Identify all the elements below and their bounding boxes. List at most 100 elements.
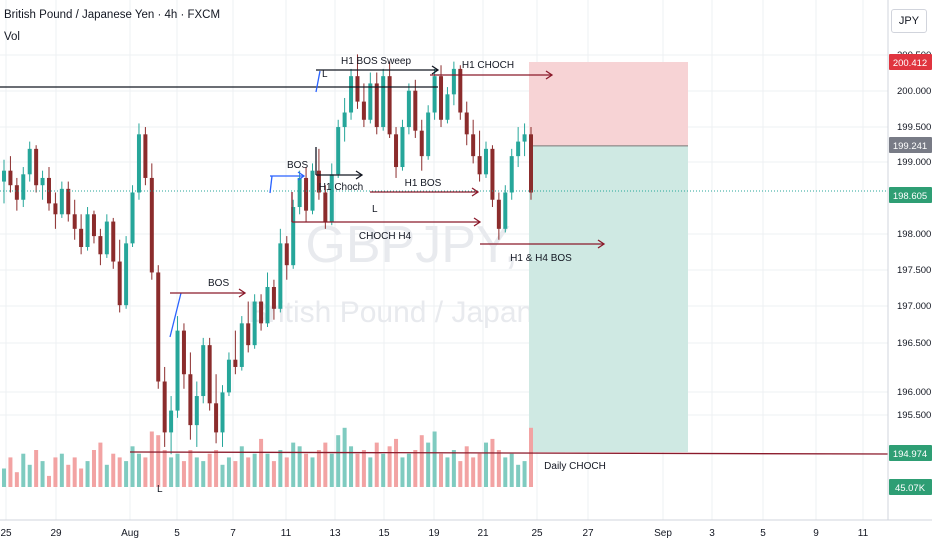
volume-bar bbox=[310, 457, 315, 487]
volume-bar bbox=[85, 461, 90, 487]
volume-bar bbox=[207, 453, 212, 487]
candle-body bbox=[413, 90, 418, 131]
price-axis-tick: 200.000 bbox=[897, 86, 931, 97]
candle-body bbox=[323, 192, 328, 222]
volume-bar bbox=[252, 453, 257, 487]
candle-body bbox=[201, 345, 206, 397]
volume-bar bbox=[484, 442, 489, 487]
candle-body bbox=[239, 323, 244, 367]
time-axis-tick: 29 bbox=[50, 528, 62, 539]
price-label-take-profit-bg bbox=[889, 445, 932, 461]
candle-body bbox=[349, 76, 354, 113]
volume-bar bbox=[149, 431, 154, 487]
price-axis-tick: 199.500 bbox=[897, 122, 931, 133]
candle-body bbox=[304, 177, 309, 211]
bos-low-line-arrowhead bbox=[238, 288, 247, 298]
label-choch-h4: CHOCH H4 bbox=[359, 231, 412, 242]
volume-bar bbox=[458, 461, 463, 487]
currency-selector[interactable]: JPY bbox=[891, 9, 927, 33]
volume-bar bbox=[336, 435, 341, 487]
candle-body bbox=[14, 185, 19, 200]
candle-body bbox=[522, 134, 527, 142]
candle-body bbox=[387, 76, 392, 135]
volume-bar bbox=[181, 461, 186, 487]
time-axis-tick: 25 bbox=[531, 528, 543, 539]
bos-mid-leg bbox=[269, 175, 273, 194]
volume-bar bbox=[329, 453, 334, 487]
candle-body bbox=[175, 330, 180, 411]
label-h1-bos-sweep: H1 BOS Sweep bbox=[341, 56, 411, 67]
time-axis-tick: 11 bbox=[281, 528, 292, 539]
volume-bar bbox=[419, 435, 424, 487]
price-label-take-profit: 194.974 bbox=[893, 449, 927, 460]
volume-bar bbox=[233, 461, 238, 487]
volume-bar bbox=[79, 468, 84, 487]
candle-body bbox=[59, 188, 64, 215]
label-bos-low: BOS bbox=[208, 278, 229, 289]
volume-bar bbox=[246, 457, 251, 487]
volume-bar bbox=[426, 442, 431, 487]
candle-body bbox=[111, 221, 116, 262]
volume-bar bbox=[220, 464, 225, 487]
volume-label: 45.07K bbox=[895, 483, 926, 494]
price-label-current-bg bbox=[889, 187, 932, 203]
candle-body bbox=[503, 192, 508, 229]
volume-bar bbox=[304, 453, 309, 487]
candle-body bbox=[329, 174, 334, 222]
candle-body bbox=[226, 359, 231, 393]
candle-body bbox=[66, 188, 71, 215]
candle-body bbox=[471, 134, 476, 157]
candle-body bbox=[53, 203, 58, 215]
candle-body bbox=[400, 127, 405, 168]
volume-bar bbox=[342, 427, 347, 487]
time-axis-tick: 25 bbox=[0, 528, 12, 539]
volume-bar bbox=[432, 431, 437, 487]
candle-body bbox=[464, 112, 469, 135]
bos-mid-line-arrowhead bbox=[297, 171, 306, 181]
candle-body bbox=[98, 236, 103, 255]
volume-bar bbox=[117, 457, 122, 487]
candle-body bbox=[72, 214, 77, 229]
daily-choch-line bbox=[129, 451, 889, 455]
candle-body bbox=[406, 90, 411, 128]
time-axis-tick: 5 bbox=[174, 528, 180, 539]
volume-bar bbox=[66, 464, 71, 487]
volume-bar bbox=[516, 464, 521, 487]
candle-body bbox=[259, 301, 264, 324]
candle-body bbox=[291, 207, 296, 266]
candle-body bbox=[40, 177, 45, 186]
candle-body bbox=[149, 177, 154, 273]
volume-bar bbox=[361, 450, 366, 487]
volume-bar bbox=[53, 457, 58, 487]
h1-choch-low-line-arrowhead bbox=[355, 170, 364, 180]
volume-bar bbox=[496, 450, 501, 487]
candle-body bbox=[220, 392, 225, 433]
candle-body bbox=[117, 261, 122, 306]
bos-low-leg bbox=[169, 292, 182, 338]
time-axis-bg bbox=[0, 520, 932, 550]
volume-bar bbox=[387, 446, 392, 487]
candle-body bbox=[27, 148, 32, 175]
h1-bos-line-arrowhead bbox=[471, 187, 480, 197]
candle-body bbox=[361, 101, 366, 120]
price-axis-tick: 199.000 bbox=[897, 157, 931, 168]
volume-bar bbox=[406, 453, 411, 487]
candle-body bbox=[188, 374, 193, 426]
time-axis-tick: 27 bbox=[582, 528, 594, 539]
volume-indicator-label: Vol bbox=[4, 31, 20, 43]
time-axis-tick: Aug bbox=[121, 528, 139, 539]
volume-bar bbox=[59, 453, 64, 487]
volume-bar bbox=[8, 457, 13, 487]
volume-bar bbox=[503, 457, 508, 487]
candle-body bbox=[355, 76, 360, 102]
time-axis-tick: 15 bbox=[378, 528, 390, 539]
volume-bar bbox=[394, 438, 399, 487]
volume-bar bbox=[169, 457, 174, 487]
candle-body bbox=[432, 76, 437, 113]
volume-bar bbox=[136, 453, 141, 487]
chart-title: British Pound / Japanese Yen · 4h · FXCM bbox=[4, 9, 221, 21]
candle-body bbox=[297, 177, 302, 208]
time-axis-tick: 9 bbox=[813, 528, 819, 539]
